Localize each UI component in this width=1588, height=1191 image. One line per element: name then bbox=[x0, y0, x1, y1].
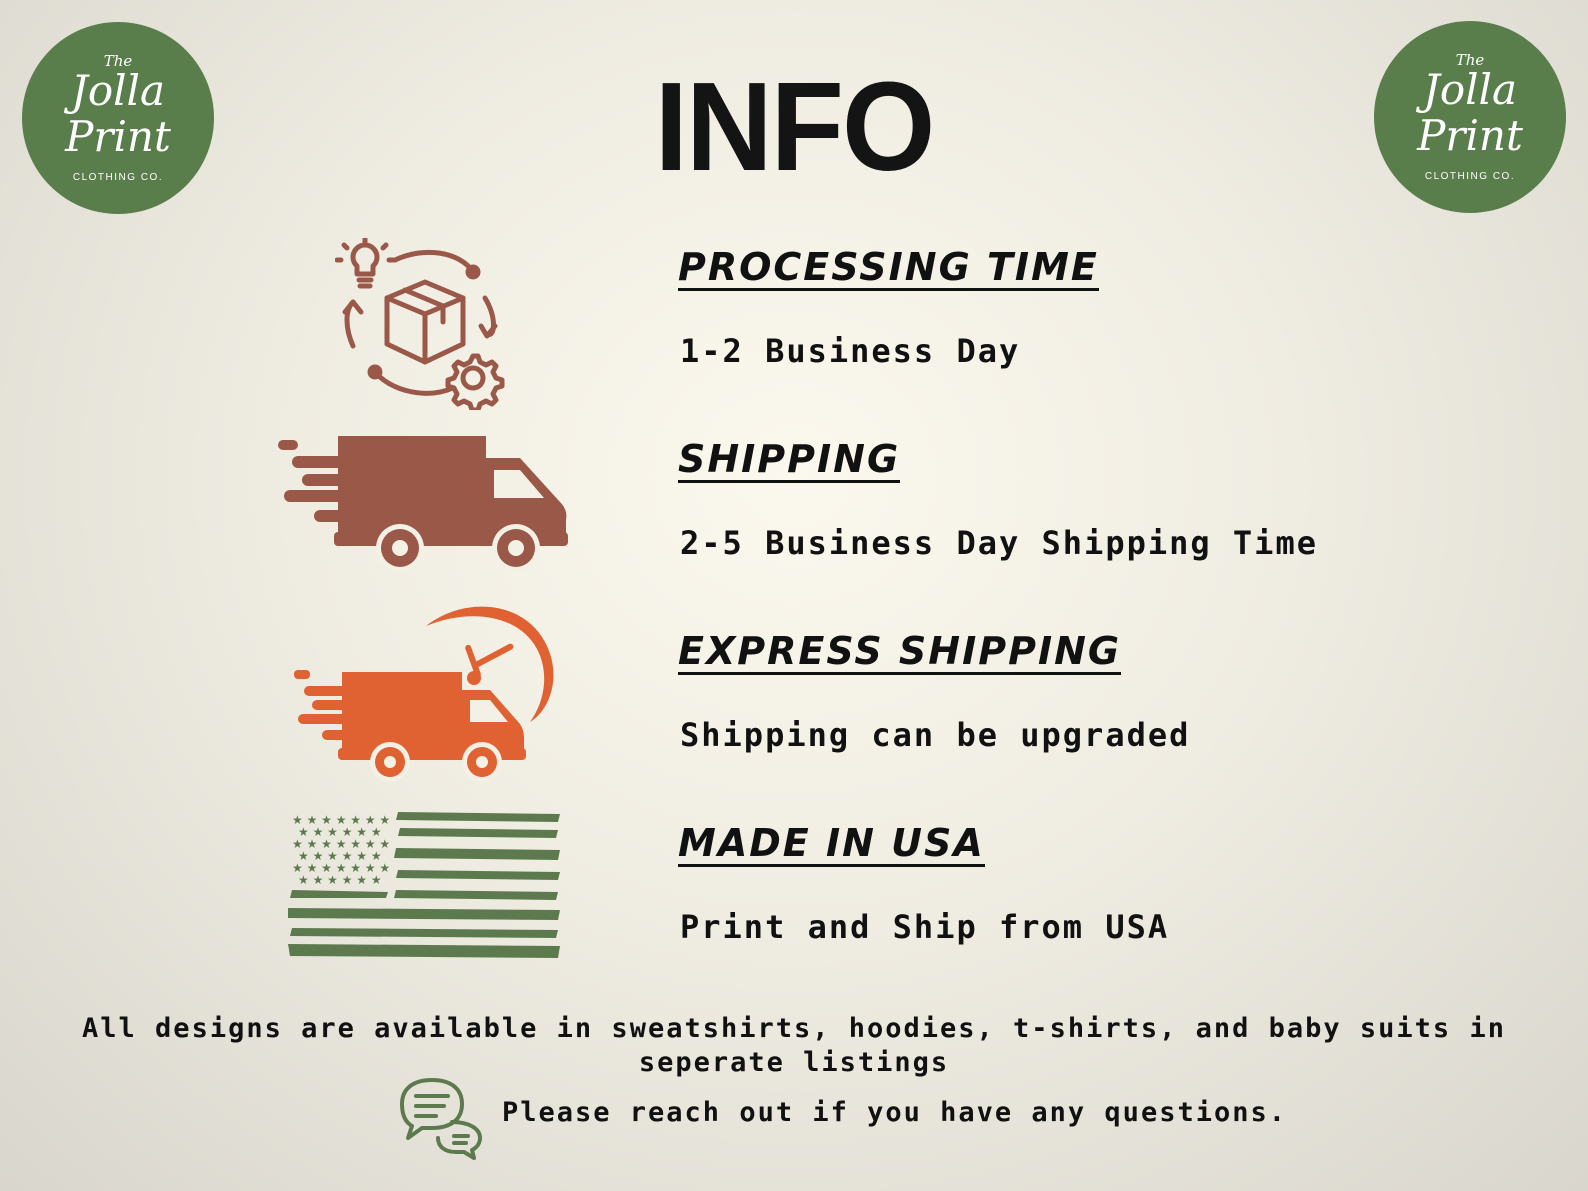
svg-text:★ ★ ★ ★ ★ ★: ★ ★ ★ ★ ★ ★ bbox=[298, 849, 382, 863]
chat-bubbles-icon bbox=[400, 1078, 482, 1160]
logo-line-print: Print bbox=[1417, 111, 1523, 160]
logo-the: The bbox=[103, 52, 133, 70]
logo-tagline: CLOTHING CO. bbox=[1424, 171, 1516, 182]
section-detail-usa: Print and Ship from USA bbox=[680, 908, 1170, 946]
section-heading-usa: MADE IN USA bbox=[678, 821, 985, 867]
svg-text:★ ★ ★ ★ ★ ★: ★ ★ ★ ★ ★ ★ bbox=[298, 873, 382, 887]
logo-line-jolla: Jolla bbox=[70, 66, 166, 115]
section-detail-express: Shipping can be upgraded bbox=[680, 716, 1191, 754]
page-title: INFO bbox=[654, 56, 936, 198]
section-heading-shipping: SHIPPING bbox=[678, 437, 901, 483]
contact-note: Please reach out if you have any questio… bbox=[502, 1097, 1287, 1128]
brand-logo-right: The Jolla Print CLOTHING CO. bbox=[1374, 21, 1566, 213]
processing-cycle-icon bbox=[335, 238, 505, 410]
section-heading-express: EXPRESS SHIPPING bbox=[678, 629, 1122, 675]
svg-text:★ ★ ★ ★ ★ ★ ★: ★ ★ ★ ★ ★ ★ ★ bbox=[292, 813, 390, 827]
delivery-truck-icon bbox=[278, 436, 568, 572]
footer-note: All designs are available in sweatshirts… bbox=[82, 1013, 1506, 1078]
brand-logo-left: The Jolla Print CLOTHING CO. bbox=[22, 22, 214, 214]
section-detail-processing: 1-2 Business Day bbox=[680, 332, 1021, 370]
logo-tagline: CLOTHING CO. bbox=[72, 172, 164, 183]
logo-line-print: Print bbox=[65, 112, 171, 161]
section-detail-shipping: 2-5 Business Day Shipping Time bbox=[680, 524, 1318, 562]
svg-text:★ ★ ★ ★ ★ ★ ★: ★ ★ ★ ★ ★ ★ ★ bbox=[292, 837, 390, 851]
svg-text:★ ★ ★ ★ ★ ★ ★: ★ ★ ★ ★ ★ ★ ★ bbox=[292, 861, 390, 875]
express-truck-icon bbox=[294, 606, 554, 782]
svg-text:★ ★ ★ ★ ★ ★: ★ ★ ★ ★ ★ ★ bbox=[298, 825, 382, 839]
usa-flag-icon: ★ ★ ★ ★ ★ ★ ★ ★ ★ ★ ★ ★ ★ ★ ★ ★ ★ ★ ★ ★ … bbox=[288, 812, 560, 958]
logo-line-jolla: Jolla bbox=[1422, 65, 1518, 114]
section-heading-processing: PROCESSING TIME bbox=[678, 245, 1099, 291]
logo-the: The bbox=[1455, 51, 1485, 69]
